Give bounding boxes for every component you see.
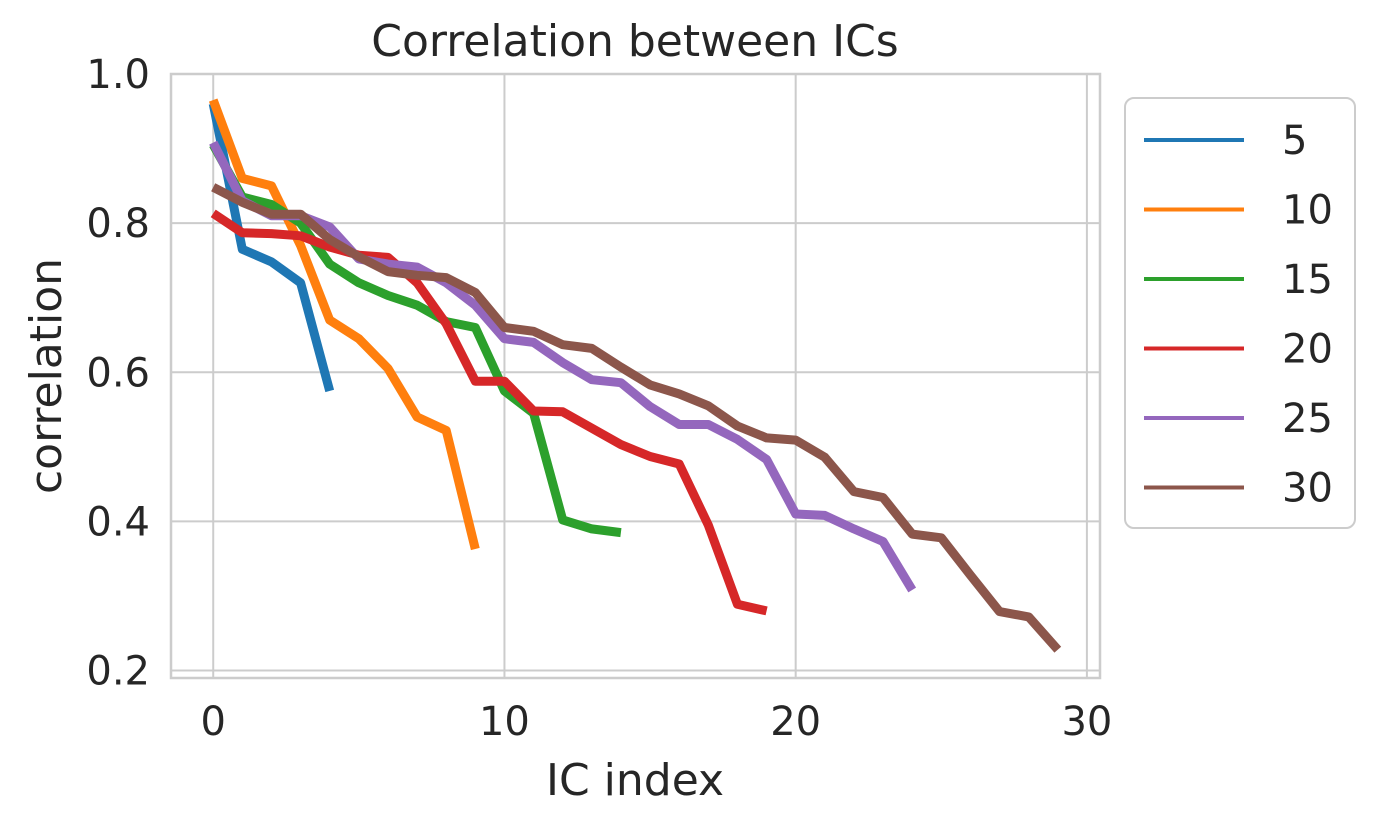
legend-box: [1124, 97, 1356, 529]
y-tick-label: 1.0: [86, 52, 150, 98]
legend-entry-5: 5: [1144, 118, 1307, 164]
legend: 5 10 15 20 25 30: [1124, 97, 1356, 529]
legend-label: 5: [1282, 118, 1307, 164]
x-axis-label: IC index: [546, 755, 724, 806]
plot-frame: [169, 72, 1102, 680]
y-tick-label: 0.6: [86, 350, 150, 396]
series-line-20: [210, 209, 768, 616]
legend-entry-20: 20: [1144, 327, 1333, 373]
legend-label: 10: [1282, 188, 1333, 234]
legend-label: 30: [1282, 466, 1333, 512]
x-tick-label: 30: [1061, 699, 1112, 745]
legend-label: 25: [1282, 396, 1333, 442]
y-tick-label: 0.4: [86, 499, 150, 545]
series-line-25: [209, 140, 917, 593]
y-axis-label: correlation: [21, 258, 72, 494]
legend-label: 20: [1282, 327, 1333, 373]
legend-entry-10: 10: [1144, 188, 1333, 234]
series-lines: [208, 98, 1062, 653]
legend-entry-30: 30: [1144, 466, 1333, 512]
y-tick-label: 0.8: [86, 201, 150, 247]
x-tick-label: 20: [770, 699, 821, 745]
legend-label: 15: [1282, 257, 1333, 303]
series-line-10: [208, 98, 480, 551]
legend-entry-25: 25: [1144, 396, 1333, 442]
tick-labels: 0 10 20 30 0.2 0.4 0.6 0.8 1.0: [86, 52, 1112, 745]
chart-title: Correlation between ICs: [371, 16, 898, 67]
y-tick-label: 0.2: [86, 649, 150, 695]
x-tick-label: 0: [201, 699, 226, 745]
series-line-30: [211, 183, 1062, 653]
x-tick-label: 10: [479, 699, 530, 745]
legend-entry-15: 15: [1144, 257, 1333, 303]
